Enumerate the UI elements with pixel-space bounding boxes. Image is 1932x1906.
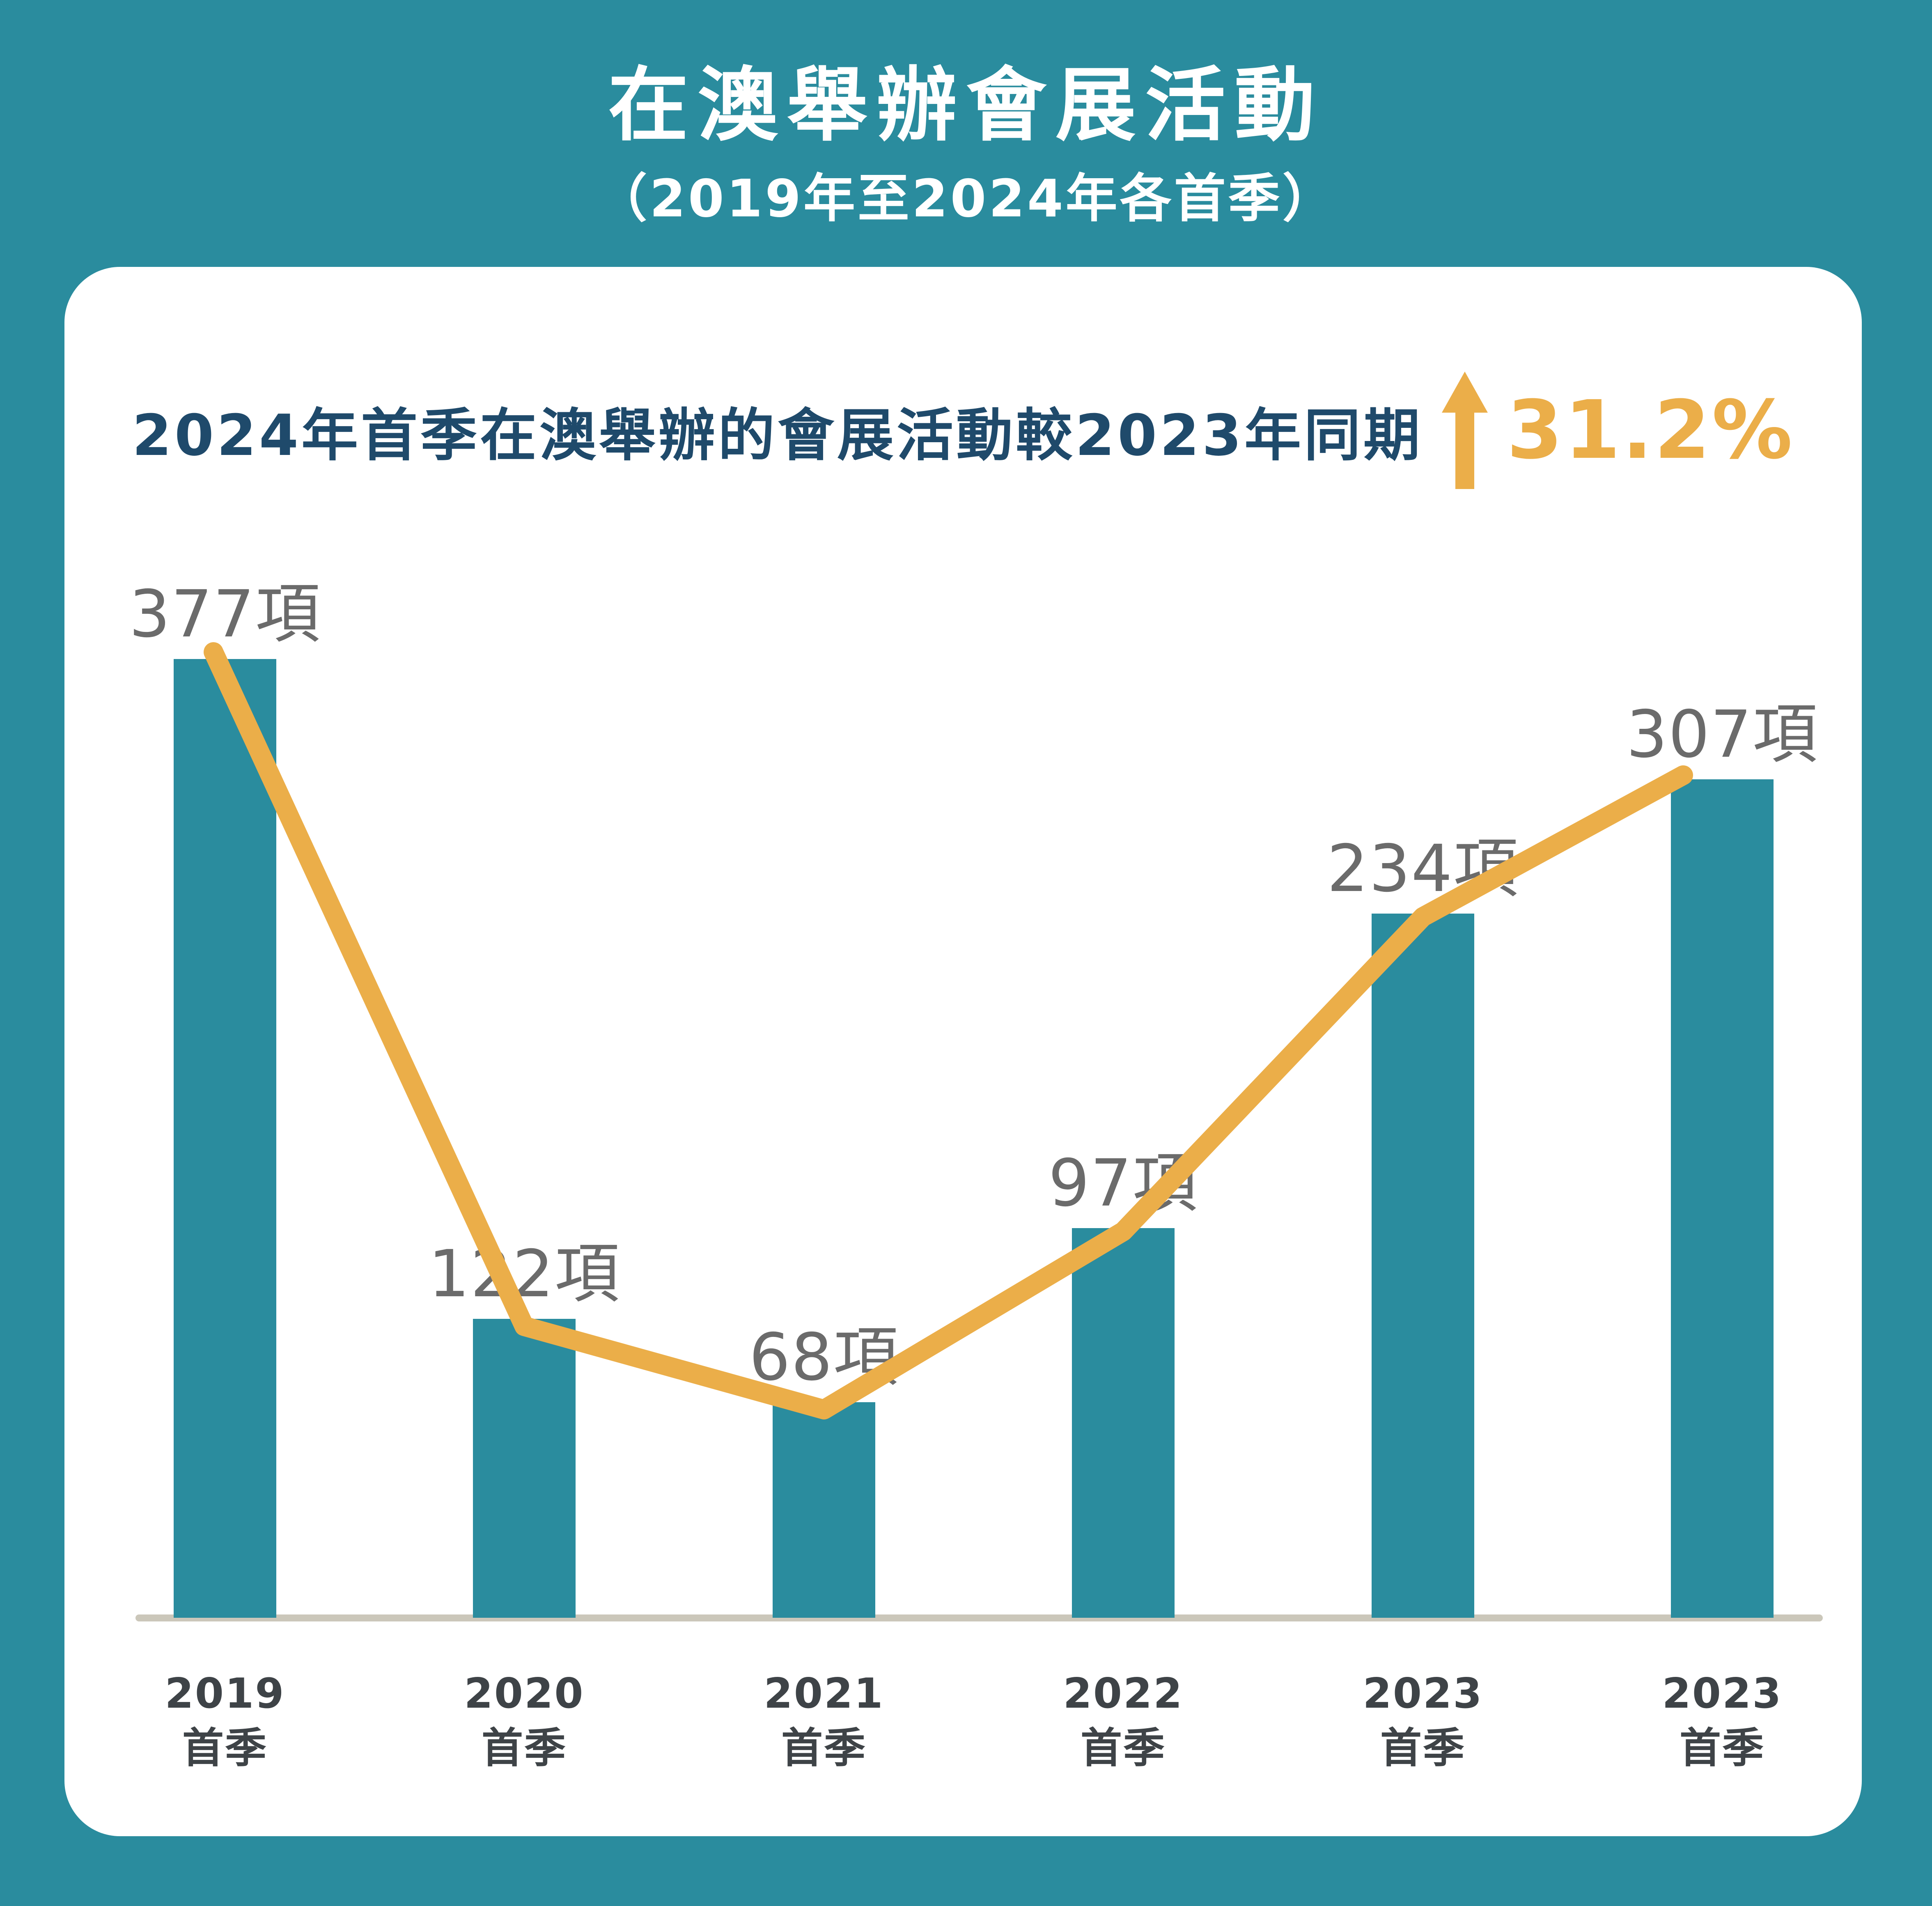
x-axis-label-line: 首季 <box>781 1724 867 1773</box>
value-label: 122項 <box>428 1236 620 1312</box>
bar-2020-首季 <box>473 1319 576 1618</box>
x-axis-label-line: 2021 <box>764 1669 884 1718</box>
bar-2022-首季 <box>1072 1228 1175 1618</box>
up-arrow-icon <box>1442 372 1488 489</box>
bar-2023-首季 <box>1671 779 1774 1618</box>
value-label: 97項 <box>1048 1146 1198 1221</box>
x-axis-label-line: 2022 <box>1063 1669 1184 1718</box>
x-axis-label-line: 2019 <box>165 1669 285 1718</box>
x-axis-label-line: 2020 <box>464 1669 585 1718</box>
value-label: 68項 <box>749 1320 899 1395</box>
x-axis-label: 2021 首季 <box>697 1666 951 1776</box>
x-axis-label: 2022 首季 <box>996 1666 1251 1776</box>
bar-2023-首季 <box>1372 914 1474 1618</box>
value-label: 307項 <box>1626 697 1818 772</box>
value-label: 234項 <box>1327 831 1519 907</box>
x-axis-label-line: 首季 <box>1679 1724 1765 1773</box>
bar-2021-首季 <box>773 1402 875 1618</box>
value-label: 377項 <box>129 576 321 652</box>
x-axis-label: 2023 首季 <box>1296 1666 1550 1776</box>
x-axis-label-line: 首季 <box>481 1724 567 1773</box>
x-axis-label-line: 2023 <box>1363 1669 1483 1718</box>
x-axis-label: 2019 首季 <box>98 1666 352 1776</box>
x-axis-line <box>135 1614 1823 1621</box>
x-axis-label-line: 首季 <box>1080 1724 1166 1773</box>
headline-text: 2024年首季在澳舉辦的會展活動較2023年同期 <box>132 402 1423 468</box>
x-axis-label: 2023 首季 <box>1595 1666 1849 1776</box>
x-axis-label-line: 首季 <box>182 1724 268 1773</box>
x-axis-label-line: 2023 <box>1662 1669 1783 1718</box>
headline-percent: 31.2% <box>1507 383 1794 477</box>
bar-2019-首季 <box>174 659 276 1618</box>
page-subtitle: （2019年至2024年各首季） <box>595 168 1337 229</box>
x-axis-label-line: 首季 <box>1380 1724 1466 1773</box>
headline: 2024年首季在澳舉辦的會展活動較2023年同期 31.2% <box>64 372 1862 489</box>
x-axis-label: 2020 首季 <box>397 1666 652 1776</box>
page-title: 在澳舉辦會展活動 <box>608 59 1324 152</box>
